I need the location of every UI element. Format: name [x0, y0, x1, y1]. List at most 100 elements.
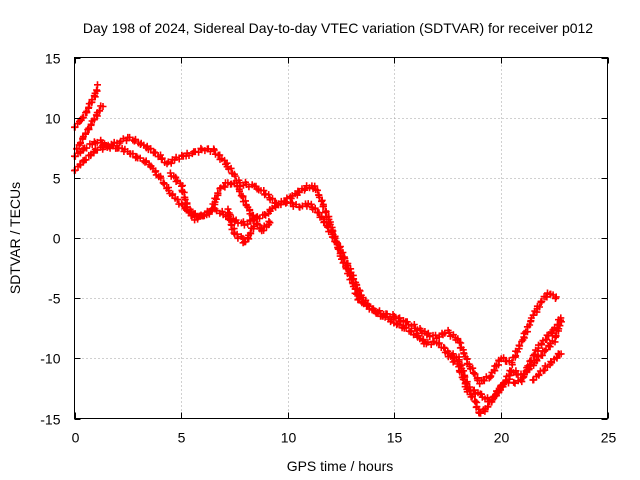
- data-point: [175, 155, 183, 163]
- data-point: [174, 196, 182, 203]
- data-point: [227, 164, 235, 172]
- series-8: [529, 350, 565, 384]
- data-point: [266, 219, 274, 227]
- data-point: [352, 281, 360, 288]
- data-point: [530, 350, 538, 358]
- series-7: [510, 314, 565, 387]
- data-point: [480, 377, 488, 385]
- tick-layer: 0 5 10 15 20 25 15 10 5 0 -5 -10 -15: [40, 51, 616, 446]
- data-point: [527, 318, 535, 326]
- data-point: [487, 372, 495, 380]
- data-point: [526, 321, 534, 329]
- data-point: [470, 369, 478, 377]
- y-tick-label: 0: [53, 231, 61, 247]
- data-point: [71, 166, 79, 174]
- data-point: [536, 303, 543, 311]
- data-point: [538, 297, 546, 305]
- data-point: [315, 209, 323, 217]
- y-tick-label: 5: [53, 171, 61, 187]
- data-point: [132, 135, 139, 143]
- data-point: [449, 358, 457, 366]
- data-point: [214, 189, 222, 197]
- data-point: [542, 346, 550, 354]
- data-point: [424, 329, 432, 337]
- data-point: [555, 350, 563, 358]
- data-point: [218, 207, 226, 215]
- data-point: [254, 221, 262, 229]
- data-point: [396, 314, 404, 322]
- data-point: [82, 130, 89, 138]
- data-point: [231, 172, 239, 180]
- x-tick-label: 25: [601, 430, 617, 446]
- data-point: [227, 221, 235, 229]
- data-point: [331, 234, 339, 242]
- x-tick-label: 15: [387, 430, 403, 446]
- data-point: [535, 371, 543, 379]
- data-point: [460, 349, 468, 357]
- x-tick-label: 5: [178, 430, 186, 446]
- data-point: [96, 107, 103, 114]
- data-point: [307, 200, 315, 208]
- data-point: [311, 204, 319, 212]
- series-6: [444, 350, 513, 417]
- data-point: [362, 296, 370, 304]
- data-point: [210, 146, 218, 154]
- data-point: [435, 333, 443, 341]
- data-point: [553, 354, 561, 362]
- data-point: [469, 364, 477, 372]
- data-point: [129, 150, 137, 158]
- grid-layer: [74, 57, 608, 419]
- data-point: [468, 392, 476, 400]
- data-point: [506, 375, 513, 383]
- data-point: [510, 378, 518, 386]
- data-point: [265, 191, 273, 199]
- data-point: [553, 321, 561, 328]
- data-point: [251, 215, 259, 223]
- x-tick-label: 20: [494, 430, 510, 446]
- data-point: [372, 309, 380, 317]
- data-point: [294, 187, 302, 195]
- data-point: [265, 217, 273, 225]
- data-point: [295, 189, 303, 196]
- chart-title: Day 198 of 2024, Sidereal Day-to-day VTE…: [83, 20, 593, 36]
- y-tick-label: 15: [45, 51, 61, 67]
- data-point: [508, 359, 516, 367]
- data-point: [133, 153, 141, 161]
- data-point: [167, 159, 175, 167]
- y-axis-label: SDTVAR / TECUs: [7, 182, 23, 294]
- x-axis-label: GPS time / hours: [287, 458, 394, 474]
- data-point: [94, 81, 101, 89]
- data-point: [341, 255, 349, 263]
- data-point: [339, 249, 347, 256]
- data-point: [365, 302, 373, 310]
- y-tick-label: -5: [48, 291, 61, 307]
- data-point: [288, 199, 296, 207]
- data-point: [529, 311, 537, 319]
- data-point: [541, 347, 549, 355]
- data-point: [527, 356, 535, 364]
- data-point: [79, 113, 87, 121]
- data-point: [435, 339, 443, 347]
- y-tick-label: 10: [45, 111, 61, 127]
- data-point: [169, 190, 177, 198]
- data-point: [545, 332, 553, 340]
- data-point: [277, 201, 285, 209]
- data-point: [318, 196, 326, 204]
- data-point: [142, 157, 150, 165]
- data-point: [93, 86, 101, 94]
- data-point: [538, 341, 546, 349]
- data-layer: [71, 81, 565, 417]
- data-point: [410, 321, 418, 328]
- data-point: [548, 359, 556, 367]
- data-point: [552, 293, 560, 301]
- data-point: [197, 144, 205, 152]
- x-tick-label: 0: [72, 430, 80, 446]
- data-point: [518, 378, 526, 386]
- data-point: [240, 221, 248, 229]
- data-point: [311, 182, 319, 190]
- data-point: [324, 223, 332, 231]
- data-point: [320, 217, 328, 225]
- series-1: [71, 142, 565, 406]
- data-point: [236, 187, 243, 195]
